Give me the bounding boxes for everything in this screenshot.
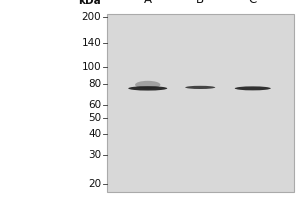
Text: 50: 50 <box>88 113 101 123</box>
Bar <box>106 14 294 192</box>
Text: 100: 100 <box>82 62 101 72</box>
Text: 140: 140 <box>81 38 101 48</box>
Text: 80: 80 <box>88 79 101 89</box>
Ellipse shape <box>235 86 271 90</box>
Text: C: C <box>249 0 257 6</box>
Text: 30: 30 <box>88 150 101 160</box>
Ellipse shape <box>128 86 167 91</box>
Ellipse shape <box>135 81 160 89</box>
Text: 20: 20 <box>88 179 101 189</box>
Text: kDa: kDa <box>78 0 101 6</box>
Text: 60: 60 <box>88 100 101 110</box>
Ellipse shape <box>185 86 215 89</box>
Text: A: A <box>144 0 152 6</box>
Text: 200: 200 <box>82 12 101 22</box>
Text: 40: 40 <box>88 129 101 139</box>
Text: B: B <box>196 0 204 6</box>
